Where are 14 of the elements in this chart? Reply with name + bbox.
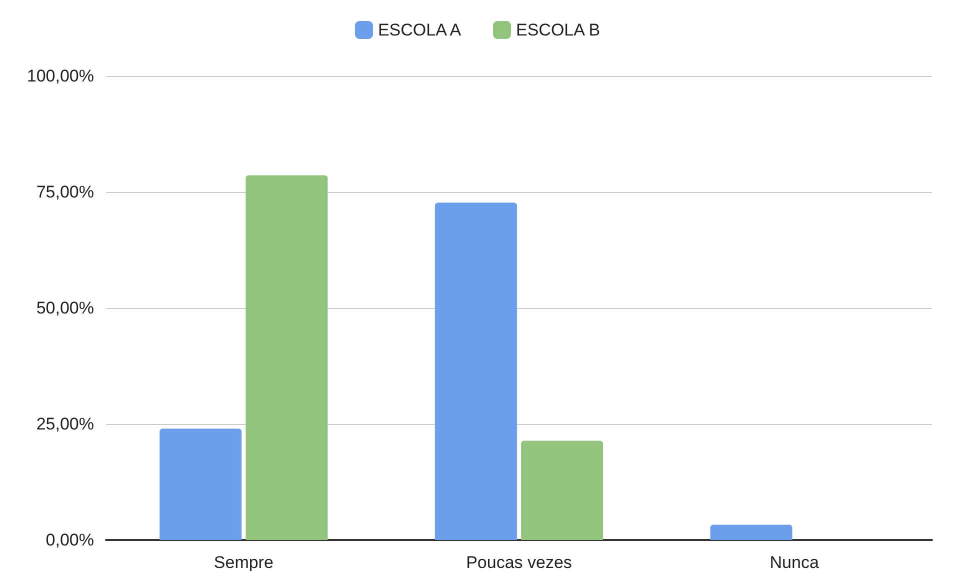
y-tick-label: 75,00% [36, 182, 94, 202]
legend-label: ESCOLA A [378, 20, 462, 40]
legend-label: ESCOLA B [516, 20, 600, 40]
y-tick-label: 100,00% [26, 66, 94, 86]
bar [160, 428, 242, 540]
x-tick-label: Nunca [770, 553, 820, 572]
y-tick-label: 0,00% [46, 530, 94, 550]
bar [434, 202, 517, 540]
y-tick-label: 25,00% [36, 414, 94, 434]
bar [710, 524, 792, 540]
bar [246, 175, 328, 540]
bar [521, 440, 604, 540]
y-tick-label: 50,00% [36, 298, 94, 318]
x-tick-label: Poucas vezes [466, 553, 572, 572]
